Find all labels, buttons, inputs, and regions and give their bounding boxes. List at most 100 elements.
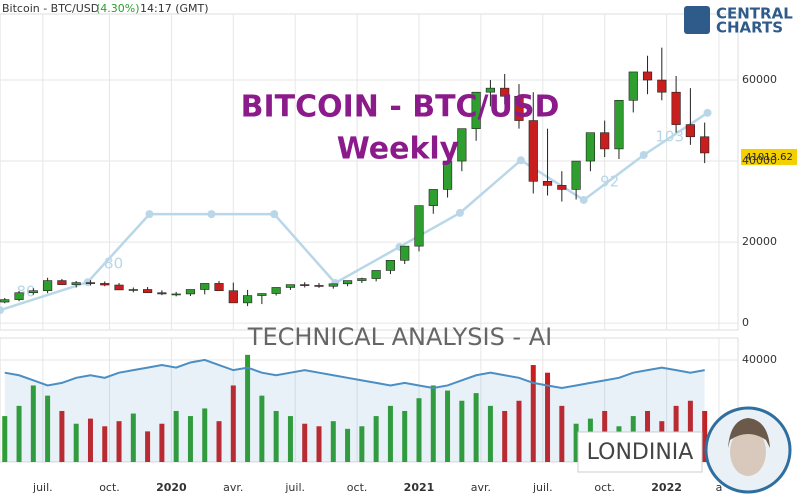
volume-bar <box>387 405 393 462</box>
score-point <box>83 278 92 287</box>
volume-bar <box>230 385 236 462</box>
candle-body <box>371 270 381 279</box>
volume-bar <box>702 410 708 462</box>
y-tick-label: 20000 <box>742 235 777 248</box>
x-tick-label: oct. <box>99 481 120 494</box>
candle-body <box>671 91 681 125</box>
volume-bar <box>145 431 151 462</box>
brand: LONDINIA <box>587 440 694 465</box>
x-tick-label: 2022 <box>651 481 682 494</box>
candle-body <box>85 282 96 284</box>
x-tick-label: juil. <box>532 481 553 494</box>
symbol: Bitcoin - BTC/USD <box>2 2 99 15</box>
candle-body <box>200 283 210 290</box>
candle-body <box>385 260 396 271</box>
score-point <box>703 108 712 117</box>
candle-body <box>542 181 553 186</box>
candle-body <box>571 160 581 190</box>
candle-body <box>585 132 595 162</box>
volume-bar <box>573 423 579 462</box>
banner: TECHNICAL ANALYSIS - AI <box>247 323 552 351</box>
score-point <box>145 210 154 219</box>
price-panel <box>0 13 739 331</box>
volume-bar <box>102 426 108 462</box>
logo-text: CHARTS <box>716 19 783 37</box>
y-tick-label: 0 <box>742 316 749 329</box>
x-tick-label: avr. <box>223 481 243 494</box>
score-point <box>579 195 588 204</box>
candle-body <box>71 282 81 285</box>
candle-body <box>600 132 610 150</box>
candle-body <box>28 290 38 294</box>
candle-body <box>14 292 24 300</box>
volume-bar <box>45 395 51 462</box>
volume-bar <box>159 423 165 462</box>
volume-bar <box>59 410 65 462</box>
volume-bar <box>245 354 251 462</box>
volume-bar <box>30 385 36 462</box>
volume-bar <box>530 365 536 462</box>
volume-bar <box>116 421 122 462</box>
volume-bar <box>559 405 565 462</box>
volume-bar <box>316 426 322 462</box>
logo-text: CENTRAL <box>716 5 793 23</box>
score-label: 92 <box>600 172 619 190</box>
avatar-face <box>730 428 766 476</box>
volume-bar <box>302 423 308 462</box>
candle-body <box>285 284 296 288</box>
candle-body <box>485 87 495 93</box>
candle-body <box>328 283 338 287</box>
volume-bar <box>445 390 451 462</box>
candle-body <box>43 280 53 292</box>
candle-body <box>214 283 224 292</box>
time: 14:17 (GMT) <box>140 2 209 15</box>
score-point <box>207 210 216 219</box>
score-point <box>270 210 279 219</box>
change: (4.30%) <box>96 2 140 15</box>
volume-bar <box>173 410 179 462</box>
volume-bar <box>487 405 493 462</box>
candle-body <box>185 289 196 295</box>
candle-body <box>471 91 481 129</box>
volume-bar <box>16 405 22 462</box>
volume-bar <box>473 393 479 462</box>
candle-body <box>442 160 453 190</box>
x-tick-label: oct. <box>594 481 615 494</box>
volume-bar <box>545 372 551 462</box>
volume-line <box>4 358 705 390</box>
avatar-hair <box>728 418 770 448</box>
score-point <box>639 150 648 159</box>
candle-body <box>342 280 353 285</box>
score-point <box>0 306 4 315</box>
volume-bar <box>187 416 193 462</box>
volume-bar <box>502 410 508 462</box>
candle-body <box>228 290 238 304</box>
candle-body <box>614 99 624 150</box>
x-tick-label: 2021 <box>404 481 435 494</box>
last-price-tag <box>741 148 797 165</box>
candle-body <box>57 280 67 285</box>
candle-body <box>114 284 124 291</box>
last-price-label: 41013.62 <box>745 152 793 163</box>
candle-body <box>700 136 710 154</box>
volume-bar <box>330 421 336 462</box>
candle-body <box>171 293 181 296</box>
volume-bar <box>73 423 79 462</box>
candle-body <box>157 292 167 295</box>
candle-body <box>257 293 267 296</box>
candle-body <box>0 299 10 303</box>
candle-body <box>657 79 667 93</box>
y-tick-label: 60000 <box>742 73 777 86</box>
x-tick-label: juil. <box>32 481 53 494</box>
candle-body <box>100 283 110 286</box>
x-tick-label: a <box>716 481 723 494</box>
x-tick-label: oct. <box>347 481 368 494</box>
candle-body <box>400 245 410 261</box>
chart-title: BITCOIN - BTC/USD <box>241 90 560 125</box>
volume-bar <box>430 385 436 462</box>
candle-body <box>128 289 138 291</box>
x-tick-label: juil. <box>284 481 305 494</box>
volume-bar <box>359 426 365 462</box>
y-tick-label: 40000 <box>742 154 777 167</box>
